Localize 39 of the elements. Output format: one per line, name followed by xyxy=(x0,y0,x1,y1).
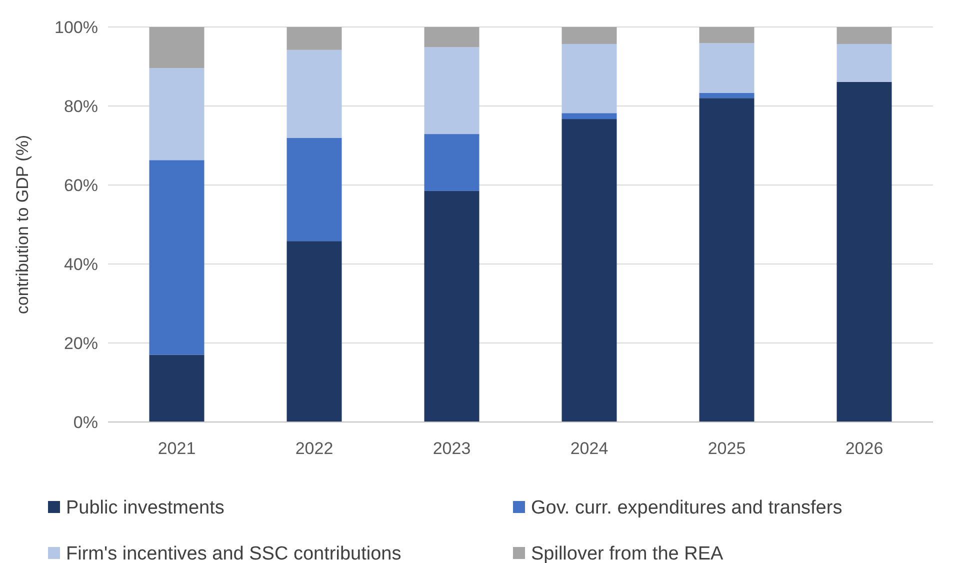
bar xyxy=(149,160,204,355)
x-tick-label: 2022 xyxy=(295,439,334,458)
bar xyxy=(562,119,617,422)
legend-label: Gov. curr. expenditures and transfers xyxy=(531,498,842,519)
bar xyxy=(424,134,480,191)
bar xyxy=(699,92,754,98)
bar xyxy=(424,27,480,48)
x-tick-label: 2025 xyxy=(708,439,746,458)
bar xyxy=(424,190,480,422)
y-axis-title: contribution to GDP (%) xyxy=(13,134,32,314)
bar xyxy=(562,27,617,44)
y-tick-label: 0% xyxy=(73,412,98,432)
bar xyxy=(286,241,342,422)
bar xyxy=(286,27,342,50)
y-tick-label: 100% xyxy=(54,18,98,37)
legend-label: Public investments xyxy=(66,498,224,519)
bar xyxy=(699,43,754,93)
bar xyxy=(286,138,342,242)
x-tick-label: 2023 xyxy=(432,439,471,458)
bar xyxy=(699,27,754,44)
x-tick-label: 2024 xyxy=(570,439,608,458)
bar xyxy=(562,44,617,114)
y-tick-label: 20% xyxy=(64,334,98,353)
bar xyxy=(562,113,617,120)
bar xyxy=(836,27,892,44)
y-tick-label: 80% xyxy=(64,96,98,116)
bar xyxy=(286,50,342,138)
bar xyxy=(149,27,204,68)
x-tick-label: 2021 xyxy=(158,439,196,458)
bar xyxy=(149,68,204,160)
bar xyxy=(836,82,892,422)
legend-label: Firm's incentives and SSC contributions xyxy=(66,544,402,563)
y-tick-label: 40% xyxy=(64,254,98,274)
y-tick-label: 60% xyxy=(64,176,98,195)
bar xyxy=(699,98,754,422)
x-tick-label: 2026 xyxy=(845,439,884,458)
bar xyxy=(424,47,480,134)
bar xyxy=(836,44,892,82)
bar xyxy=(149,354,204,422)
